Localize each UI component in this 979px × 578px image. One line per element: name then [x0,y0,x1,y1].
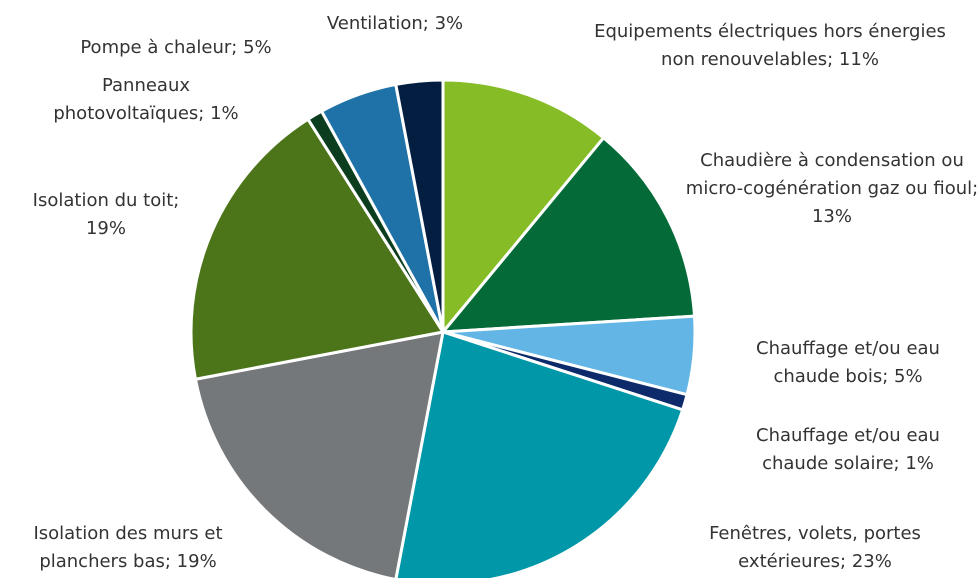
slice-label: Isolation des murs et planchers bas; 19% [33,523,223,572]
pie-slice [193,330,445,578]
slice-label: Chaudière à condensation ou micro-cogéné… [685,150,979,227]
pie-slice [189,117,446,381]
pie-slice [394,78,445,333]
slice-label: Pompe à chaleur; 5% [80,37,272,58]
slice-label: Ventilation; 3% [326,13,464,34]
slice-label: Isolation du toit; 19% [32,190,180,239]
slice-label: Equipements électriques hors énergies no… [594,21,946,70]
pie-slice [439,135,697,334]
slice-label: Fenêtres, volets, portes extérieures; 23… [709,523,921,572]
slice-label: Panneaux photovoltaïques; 1% [53,75,239,124]
pie-slice [394,330,685,578]
slice-label: Chauffage et/ou eau chaude bois; 5% [756,338,940,387]
pie-slice [441,78,606,337]
slice-label: Chauffage et/ou eau chaude solaire; 1% [756,425,940,474]
